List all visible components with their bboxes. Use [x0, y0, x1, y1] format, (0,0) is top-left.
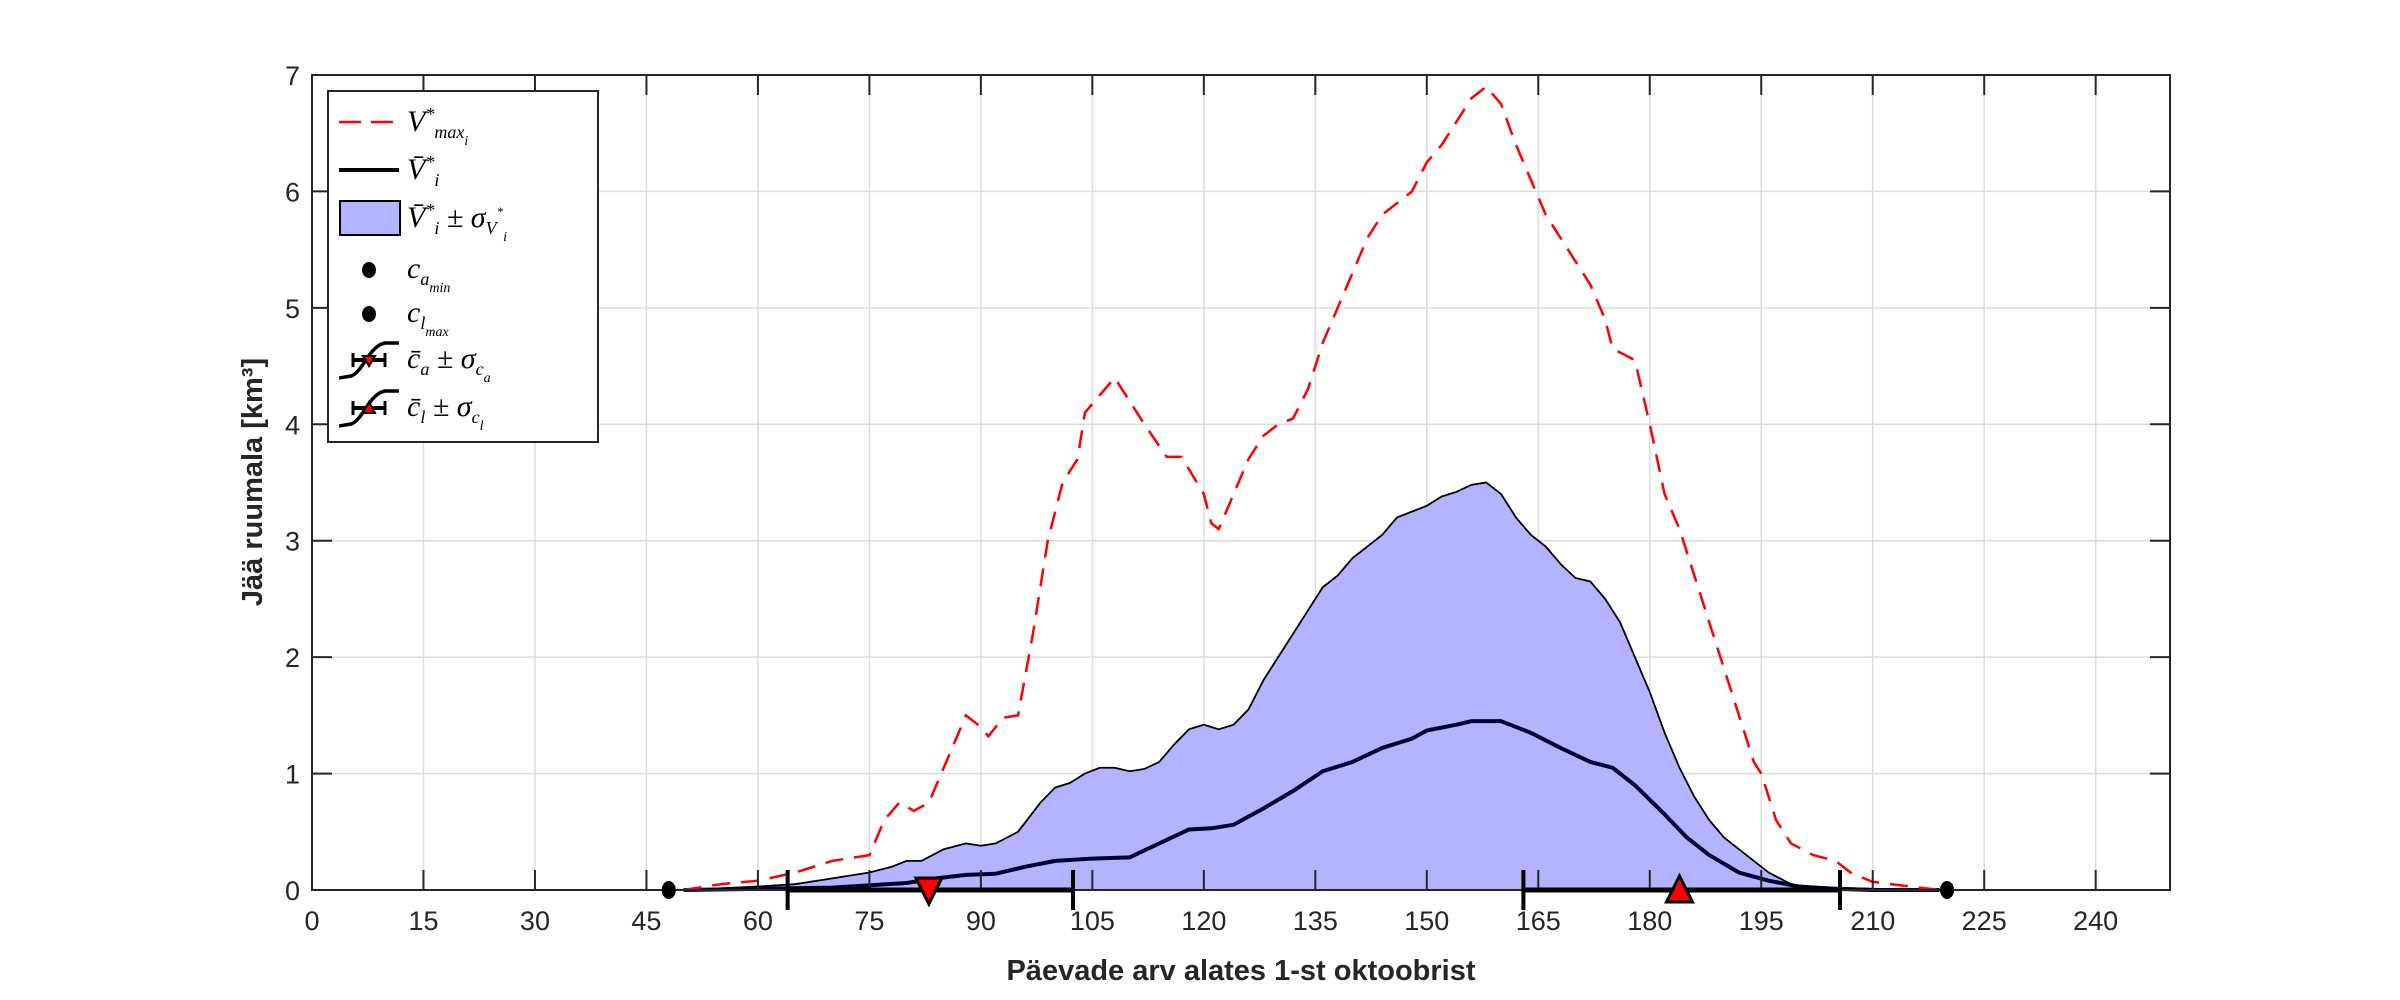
point-c-l-max [1940, 881, 1955, 899]
legend-symbol [339, 248, 403, 292]
x-tick-label: 165 [1516, 906, 1561, 936]
legend-item: V̄*i ± σV*i [329, 196, 597, 245]
legend-label-rest: ± σ [425, 390, 472, 423]
x-tick-label: 0 [304, 906, 319, 936]
x-tick-label: 210 [1850, 906, 1895, 936]
x-tick-label: 60 [743, 906, 773, 936]
y-tick-label: 1 [285, 760, 300, 790]
legend-label-base: c̄ [407, 390, 421, 423]
legend-label-subsub: i [464, 134, 469, 149]
x-tick-label: 195 [1739, 906, 1784, 936]
legend: V*maxi V̄*i V̄*i ± σV*i camin clmax c̄a ± σca… [327, 90, 599, 443]
legend-label-rest-subsub: a [483, 371, 491, 386]
legend-label-sub: a [420, 269, 430, 289]
legend-label-base: V [407, 105, 426, 138]
legend-label-base: V̄ [407, 201, 426, 234]
vmax-line [683, 84, 1940, 892]
y-tick-label: 2 [285, 643, 300, 673]
x-tick-label: 90 [966, 906, 996, 936]
legend-label-sub: i [434, 170, 440, 190]
legend-label-sub: l [420, 313, 426, 333]
legend-label-base: c̄ [407, 342, 421, 375]
x-tick-label: 45 [631, 906, 661, 936]
legend-item: V*maxi [329, 100, 597, 149]
legend-label-rest-subsub: i [503, 230, 507, 245]
legend-label: V̄*i [407, 152, 439, 191]
y-tick-label: 4 [285, 410, 300, 440]
legend-symbol [338, 386, 403, 430]
y-axis-label: Jää ruumala [km³] [237, 358, 269, 606]
legend-label: c̄l ± σcl [407, 390, 484, 435]
legend-label: camin [407, 252, 450, 297]
legend-label-rest-subsup: * [496, 204, 504, 219]
legend-label-base: c [407, 252, 421, 285]
x-tick-label: 30 [520, 906, 550, 936]
x-tick-label: 120 [1181, 906, 1226, 936]
legend-label-subsub: min [429, 281, 451, 296]
legend-label-sup: * [425, 104, 435, 124]
legend-symbol [338, 338, 403, 382]
lines-layer [683, 84, 1940, 892]
legend-label-sub: max [434, 122, 465, 142]
legend-label-sub: a [420, 359, 430, 379]
axes: 0 15 30 45 60 75 90 105 120 135 150 165 180 195 210 225… [285, 61, 2171, 936]
y-tick-label: 6 [285, 177, 300, 207]
legend-label-base: c [407, 296, 421, 329]
legend-label: c̄a ± σca [407, 342, 491, 387]
legend-label: V*maxi [407, 104, 468, 150]
x-tick-label: 225 [1962, 906, 2007, 936]
mean-line [683, 719, 1940, 892]
x-tick-label: 180 [1627, 906, 1672, 936]
legend-label-rest-sub: c [475, 359, 484, 379]
legend-label-sup: * [425, 152, 435, 172]
band-layer [683, 481, 1940, 891]
y-tick-label: 5 [285, 294, 300, 324]
plot-frame [311, 74, 2171, 891]
x-tick-label: 75 [854, 906, 884, 936]
legend-label-subsub: max [425, 325, 449, 340]
legend-label-base: V̄ [407, 153, 426, 186]
legend-label-sub: i [434, 218, 440, 238]
legend-label-sup: * [425, 200, 435, 220]
legend-label-rest: ± σ [429, 342, 476, 375]
legend-label-rest-subsub: l [479, 419, 484, 434]
y-tick-label: 0 [285, 876, 300, 906]
x-axis-label: Päevade arv alates 1-st oktoobrist [1006, 955, 1475, 987]
legend-item: c̄a ± σca [329, 338, 597, 386]
legend-item: camin [329, 248, 597, 296]
markers-layer [661, 870, 1955, 910]
legend-symbol [339, 292, 403, 336]
y-tick-label: 7 [285, 61, 300, 91]
legend-label-rest: ± σ [439, 201, 486, 234]
legend-label-rest-sub: V [485, 218, 497, 238]
legend-item: V̄*i [329, 148, 597, 192]
band-upper-edge [683, 481, 1940, 891]
x-tick-label: 105 [1070, 906, 1115, 936]
legend-symbol [339, 196, 403, 240]
legend-symbol [339, 148, 403, 192]
legend-label: V̄*i ± σV*i [407, 200, 507, 246]
legend-item: c̄l ± σcl [329, 386, 597, 434]
point-c-a-min [661, 881, 676, 899]
band-area [683, 482, 1940, 890]
x-tick-label: 240 [2073, 906, 2118, 936]
mean-marker-c_a [913, 876, 945, 908]
x-tick-label: 150 [1404, 906, 1449, 936]
x-tick-label: 15 [408, 906, 438, 936]
x-tick-label: 135 [1293, 906, 1338, 936]
y-tick-label: 3 [285, 527, 300, 557]
legend-label: clmax [407, 296, 449, 341]
legend-item: clmax [329, 292, 597, 340]
legend-label-rest-sub: c [471, 407, 480, 427]
legend-label-sub: l [420, 407, 426, 427]
mean-marker-c_l [1664, 872, 1695, 904]
legend-symbol [339, 100, 403, 144]
